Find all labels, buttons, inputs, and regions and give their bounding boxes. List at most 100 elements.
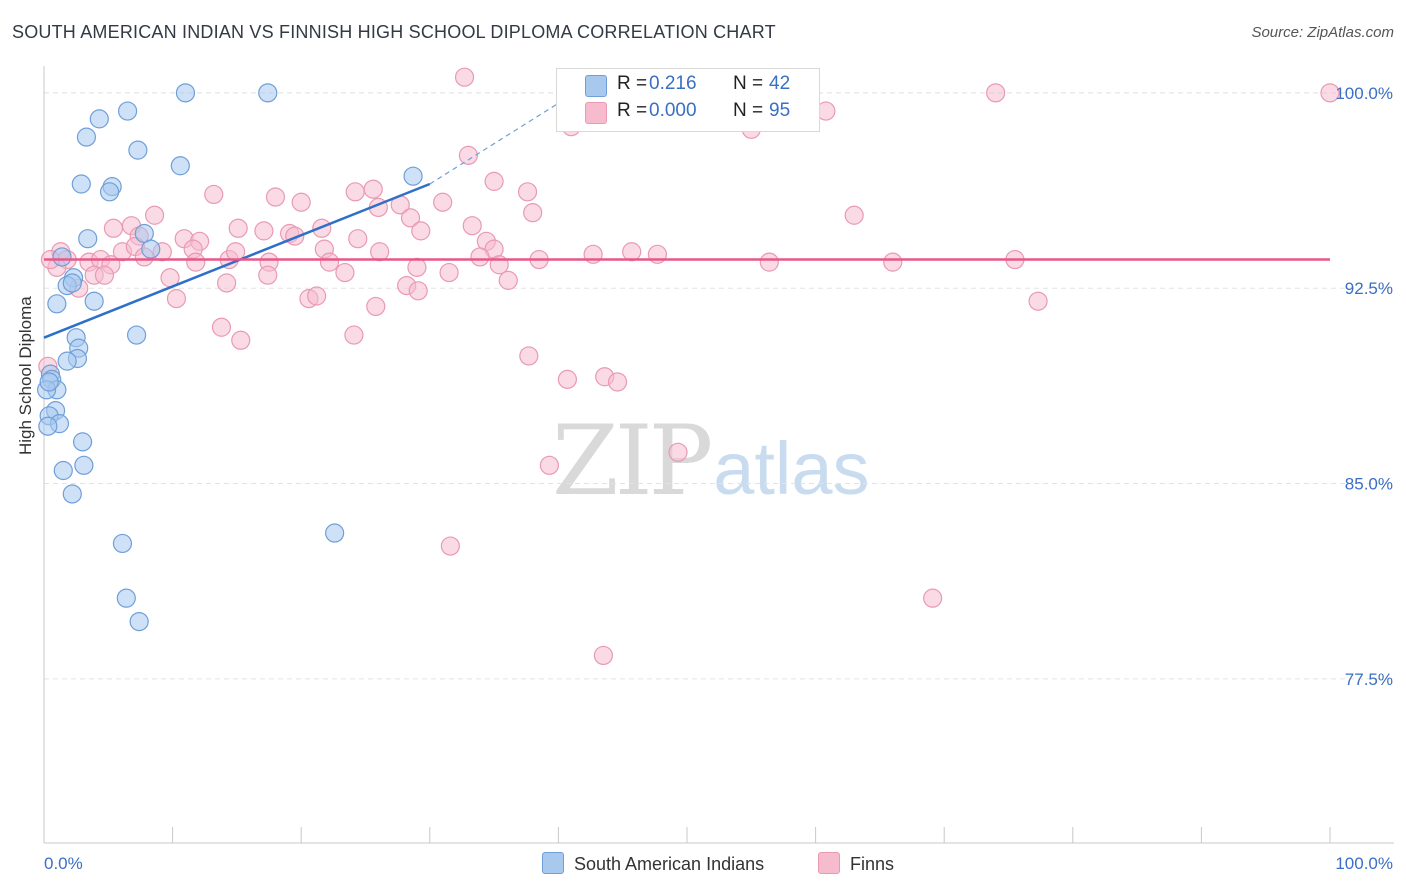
south-american-indians-point [126, 325, 147, 345]
south-american-indians-point [116, 588, 136, 608]
south-american-indians-point [71, 174, 91, 194]
south-american-indians-point [403, 166, 423, 186]
finns-point [519, 346, 539, 366]
legend-swatch-pink [818, 852, 840, 874]
r-value: 0.216 [649, 73, 697, 94]
finns-point [407, 257, 427, 277]
finns-point [539, 455, 559, 475]
finns-point [335, 262, 355, 283]
south-american-indians-trend-line [43, 182, 431, 339]
chart-title: SOUTH AMERICAN INDIAN VS FINNISH HIGH SC… [12, 22, 776, 42]
finns-point [186, 252, 206, 272]
finns-point [291, 192, 311, 212]
watermark-atlas: atlas [713, 427, 870, 510]
south-american-indians-point [38, 416, 58, 436]
n-value: 42 [769, 73, 791, 94]
correlation-legend: R = 0.216 N = 42 R = 0.000 N = 95 [556, 68, 820, 132]
finns-point [370, 242, 390, 262]
finns-point [557, 369, 578, 389]
finns-point [498, 270, 518, 290]
r-label: R = [617, 100, 648, 121]
x-tick-label: 0.0% [44, 854, 83, 873]
r-value: 0.000 [649, 100, 697, 121]
south-american-indians-point [112, 533, 133, 554]
south-american-indians-point [57, 351, 77, 371]
finns-point [454, 67, 475, 87]
finns-points [38, 67, 1340, 666]
y-tick-label: 85.0% [1345, 475, 1393, 494]
finns-point [844, 205, 864, 225]
south-american-indians-point [72, 432, 93, 452]
y-tick-label: 92.5% [1345, 279, 1393, 298]
legend-swatch-blue [585, 75, 607, 97]
south-american-indians-point [39, 372, 59, 392]
finns-point [593, 645, 614, 666]
south-american-indians-point [170, 156, 190, 176]
south-american-indians-point [53, 460, 73, 481]
finns-point [144, 205, 165, 225]
watermark: ZIPatlas [552, 405, 870, 517]
legend-swatch-pink [585, 102, 607, 124]
south-american-indians-point [47, 294, 67, 314]
finns-point [345, 182, 365, 202]
finns-point [348, 229, 368, 249]
finns-point [103, 218, 124, 238]
finns-point [204, 184, 224, 205]
legend-label: South American Indians [574, 854, 765, 874]
finns-point [433, 192, 453, 212]
r-label: R = [617, 73, 648, 94]
finns-point [523, 203, 543, 223]
axes [43, 66, 1394, 844]
finns-point [307, 286, 327, 306]
finns-point [622, 242, 642, 262]
y-tick-label: 77.5% [1345, 670, 1393, 689]
south-american-indians-point [141, 239, 161, 259]
trend-lines [43, 102, 1330, 339]
south-american-indians-point [52, 247, 72, 267]
n-value: 95 [769, 100, 791, 121]
finns-point [470, 247, 490, 267]
finns-point [668, 442, 688, 462]
finns-point [258, 265, 278, 285]
n-label: N = [733, 100, 764, 121]
finns-point [986, 83, 1006, 103]
finns-point [228, 218, 248, 238]
finns-point [217, 273, 237, 293]
finns-point [400, 208, 421, 228]
finns-point [439, 262, 459, 283]
finns-point [1320, 83, 1340, 103]
y-axis-label: High School Diploma [16, 296, 35, 455]
south-american-indians-point [117, 101, 138, 121]
south-american-indians-point [78, 229, 98, 249]
finns-point [883, 252, 903, 272]
finns-point [484, 171, 504, 191]
south-american-indians-point [62, 273, 82, 293]
finns-point [458, 145, 478, 165]
finns-point [254, 221, 274, 241]
finns-point [211, 317, 232, 337]
finns-point [231, 330, 251, 350]
legend-item-finns: Finns [818, 852, 894, 875]
finns-point [319, 252, 340, 272]
south-american-indians-point [258, 83, 278, 103]
gridlines [44, 92, 1394, 680]
source-label: Source: ZipAtlas.com [1251, 24, 1394, 41]
south-american-indians-point [62, 484, 82, 504]
finns-point [344, 325, 364, 345]
finns-point [366, 296, 386, 317]
south-american-indians-point [175, 83, 196, 103]
finns-point [923, 588, 943, 608]
legend-label: Finns [850, 854, 895, 874]
y-tick-label: 100.0% [1335, 84, 1393, 103]
south-american-indians-point [99, 182, 120, 202]
south-american-indians-points [36, 83, 423, 632]
south-american-indians-point [325, 523, 345, 543]
south-american-indians-point [129, 611, 149, 632]
legend-item-south-american-indians: South American Indians [542, 852, 764, 875]
south-american-indians-point [89, 109, 109, 129]
finns-point [411, 221, 431, 241]
finns-point [440, 536, 460, 556]
south-american-indians-trend-extension [429, 102, 559, 185]
n-label: N = [733, 73, 764, 94]
